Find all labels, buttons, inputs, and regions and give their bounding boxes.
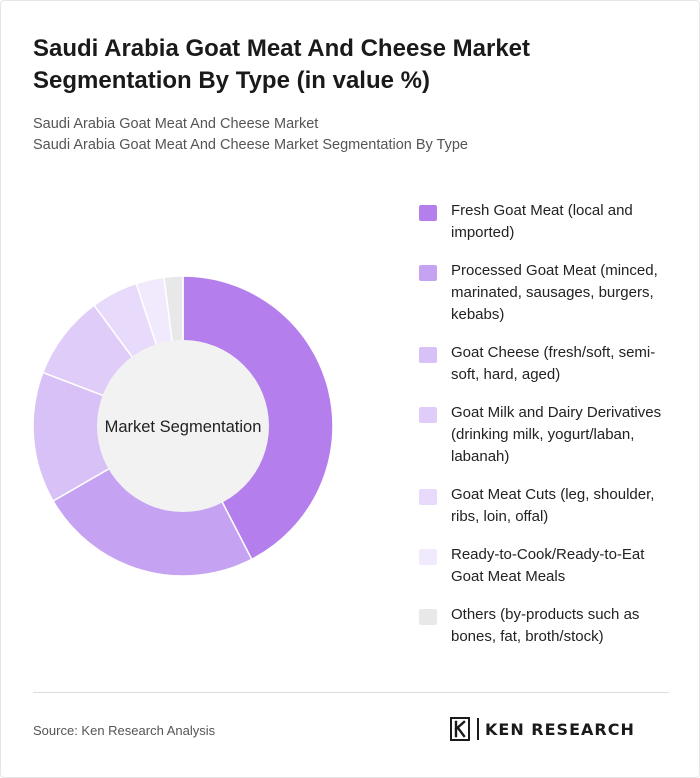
- legend-label-6: Ready-to-Cook/Ready-to-Eat Goat Meat Mea…: [451, 546, 645, 585]
- legend-swatch-5: [419, 489, 437, 505]
- legend-swatch-6: [419, 549, 437, 565]
- donut-center-label: Market Segmentation: [105, 418, 262, 436]
- legend-label-5: Goat Meat Cuts (leg, shoulder, ribs, loi…: [451, 486, 655, 525]
- logo-separator: [477, 718, 479, 740]
- legend-item-5: Goat Meat Cuts (leg, shoulder, ribs, loi…: [419, 484, 669, 528]
- legend-label-1: Fresh Goat Meat (local and imported): [451, 202, 633, 241]
- subtitle-line-2: Saudi Arabia Goat Meat And Cheese Market…: [33, 137, 468, 153]
- legend-label-7: Others (by-products such as bones, fat, …: [451, 606, 640, 645]
- chart-subtitle: Saudi Arabia Goat Meat And Cheese Market…: [33, 114, 653, 156]
- legend-swatch-1: [419, 205, 437, 221]
- footer-divider: [33, 692, 669, 693]
- legend-item-1: Fresh Goat Meat (local and imported): [419, 200, 669, 244]
- chart-title: Saudi Arabia Goat Meat And Cheese Market…: [33, 35, 531, 94]
- legend-label-2: Processed Goat Meat (minced, marinated, …: [451, 262, 658, 323]
- legend-label-4: Goat Milk and Dairy Derivatives (drinkin…: [451, 404, 662, 465]
- legend-item-6: Ready-to-Cook/Ready-to-Eat Goat Meat Mea…: [419, 544, 669, 588]
- legend-swatch-3: [419, 347, 437, 363]
- subtitle-line-1: Saudi Arabia Goat Meat And Cheese Market: [33, 116, 319, 132]
- legend-item-7: Others (by-products such as bones, fat, …: [419, 604, 669, 648]
- ken-research-logo: KEN RESEARCH: [449, 717, 635, 741]
- logo-text: KEN RESEARCH: [485, 719, 635, 739]
- legend-label-3: Goat Cheese (fresh/soft, semi-soft, hard…: [451, 344, 656, 383]
- donut-hole: [97, 340, 269, 512]
- legend-item-2: Processed Goat Meat (minced, marinated, …: [419, 260, 669, 326]
- legend-swatch-4: [419, 407, 437, 423]
- legend-item-3: Goat Cheese (fresh/soft, semi-soft, hard…: [419, 342, 669, 386]
- donut-chart: Market Segmentation: [32, 275, 334, 577]
- source-note: Source: Ken Research Analysis: [33, 723, 216, 738]
- legend-swatch-7: [419, 609, 437, 625]
- legend-swatch-2: [419, 265, 437, 281]
- chart-legend: Fresh Goat Meat (local and imported) Proc…: [419, 200, 669, 664]
- legend-item-4: Goat Milk and Dairy Derivatives (drinkin…: [419, 402, 669, 468]
- ken-research-logo-icon: [450, 717, 470, 741]
